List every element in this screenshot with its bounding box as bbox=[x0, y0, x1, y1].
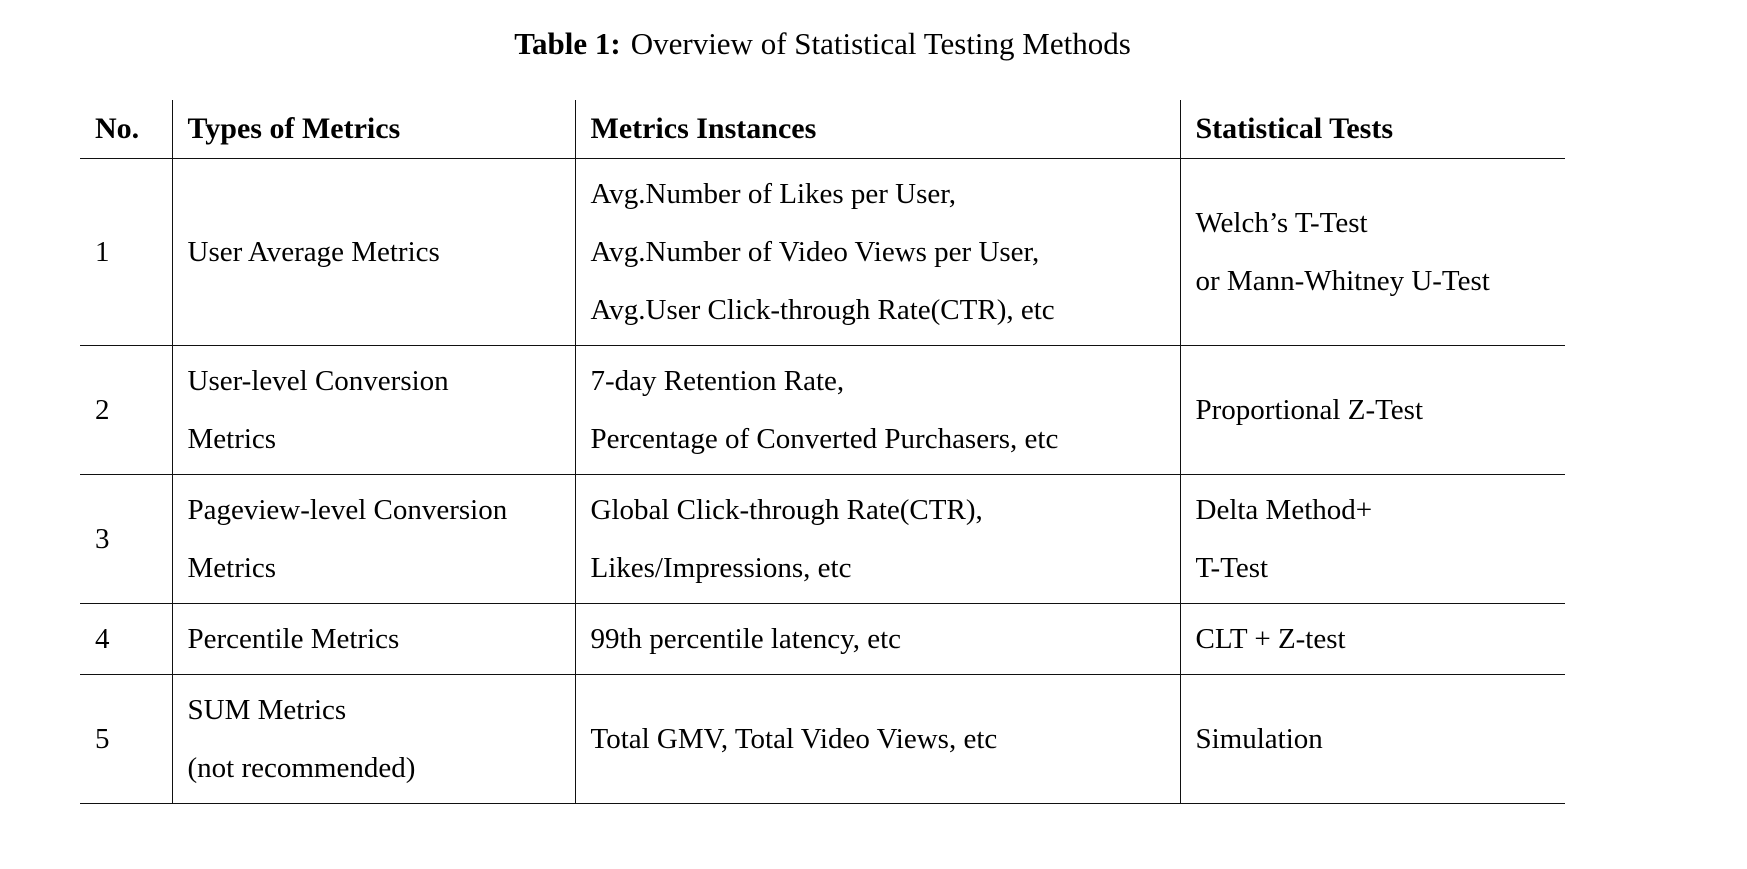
metric-type-line: Pageview-level Conversion bbox=[187, 494, 508, 526]
table-caption-label: Table 1: bbox=[514, 26, 621, 61]
metric-type-cell: User Average Metrics bbox=[171, 158, 575, 346]
metric-type-line: (not recommended) bbox=[187, 752, 416, 784]
metric-type-line: Metrics bbox=[187, 552, 277, 584]
statistical-test-line: Welch’s T-Test bbox=[1195, 207, 1368, 239]
metric-instance-line: 99th percentile latency, etc bbox=[590, 623, 902, 655]
metric-instances-cell: Global Click-through Rate(CTR), Likes/Im… bbox=[574, 474, 1180, 604]
statistical-test-line: T-Test bbox=[1195, 552, 1269, 584]
row-number: 2 bbox=[95, 394, 110, 426]
row-number-cell: 5 bbox=[80, 675, 172, 804]
metric-type-cell: SUM Metrics (not recommended) bbox=[171, 674, 575, 804]
statistical-tests-table: No. Types of Metrics Metrics Instances S… bbox=[80, 100, 1565, 804]
statistical-test-line: Proportional Z-Test bbox=[1195, 394, 1424, 426]
table-caption-text: Overview of Statistical Testing Methods bbox=[630, 26, 1131, 61]
metric-type-line: Percentile Metrics bbox=[187, 623, 400, 655]
statistical-test-line: Simulation bbox=[1195, 723, 1323, 755]
statistical-test-cell: Proportional Z-Test bbox=[1179, 345, 1565, 475]
metric-instances-cell: 99th percentile latency, etc bbox=[574, 603, 1180, 675]
row-number: 4 bbox=[95, 623, 110, 655]
table-caption: Table 1: Overview of Statistical Testing … bbox=[80, 26, 1565, 62]
metric-instance-line: Avg.Number of Video Views per User, bbox=[590, 236, 1040, 268]
metric-instances-cell: Total GMV, Total Video Views, etc bbox=[574, 674, 1180, 804]
metric-type-line: SUM Metrics bbox=[187, 694, 347, 726]
row-number-cell: 3 bbox=[80, 475, 172, 604]
metric-instances-cell: 7-day Retention Rate, Percentage of Conv… bbox=[574, 345, 1180, 475]
metric-instance-line: Avg.User Click-through Rate(CTR), etc bbox=[590, 294, 1055, 326]
header-statistical-tests: Statistical Tests bbox=[1179, 100, 1565, 159]
metric-instance-line: Percentage of Converted Purchasers, etc bbox=[590, 423, 1059, 455]
statistical-test-cell: Delta Method+ T-Test bbox=[1179, 474, 1565, 604]
row-number: 3 bbox=[95, 523, 110, 555]
metric-type-cell: User-level Conversion Metrics bbox=[171, 345, 575, 475]
metric-type-line: Metrics bbox=[187, 423, 277, 455]
header-types-of-metrics: Types of Metrics bbox=[171, 100, 575, 159]
table-header-row: No. Types of Metrics Metrics Instances S… bbox=[80, 100, 1565, 159]
table-row: 5 SUM Metrics (not recommended) Total GM… bbox=[80, 674, 1565, 804]
statistical-test-cell: CLT + Z-test bbox=[1179, 603, 1565, 675]
metric-type-line: User-level Conversion bbox=[187, 365, 449, 397]
header-metrics-instances: Metrics Instances bbox=[574, 100, 1180, 159]
row-number: 5 bbox=[95, 723, 110, 755]
metric-type-line: User Average Metrics bbox=[187, 236, 440, 268]
row-number-cell: 2 bbox=[80, 346, 172, 475]
metric-instance-line: Global Click-through Rate(CTR), bbox=[590, 494, 983, 526]
table-row: 2 User-level Conversion Metrics 7-day Re… bbox=[80, 345, 1565, 475]
document-page: Table 1: Overview of Statistical Testing … bbox=[0, 26, 1747, 869]
row-number-cell: 4 bbox=[80, 604, 172, 675]
row-number: 1 bbox=[95, 236, 110, 268]
row-number-cell: 1 bbox=[80, 159, 172, 346]
table-row: 4 Percentile Metrics 99th percentile lat… bbox=[80, 603, 1565, 675]
metric-instances-cell: Avg.Number of Likes per User, Avg.Number… bbox=[574, 158, 1180, 346]
metric-instance-line: Avg.Number of Likes per User, bbox=[590, 178, 957, 210]
statistical-test-line: Delta Method+ bbox=[1195, 494, 1373, 526]
statistical-test-cell: Welch’s T-Test or Mann-Whitney U-Test bbox=[1179, 158, 1565, 346]
metric-instance-line: 7-day Retention Rate, bbox=[590, 365, 845, 397]
metric-type-cell: Percentile Metrics bbox=[171, 603, 575, 675]
statistical-test-cell: Simulation bbox=[1179, 674, 1565, 804]
table-row: 1 User Average Metrics Avg.Number of Lik… bbox=[80, 158, 1565, 346]
metric-instance-line: Total GMV, Total Video Views, etc bbox=[590, 723, 998, 755]
header-no: No. bbox=[95, 112, 140, 145]
statistical-test-line: CLT + Z-test bbox=[1195, 623, 1346, 655]
metric-type-cell: Pageview-level Conversion Metrics bbox=[171, 474, 575, 604]
metric-instance-line: Likes/Impressions, etc bbox=[590, 552, 852, 584]
statistical-test-line: or Mann-Whitney U-Test bbox=[1195, 265, 1490, 297]
table-row: 3 Pageview-level Conversion Metrics Glob… bbox=[80, 474, 1565, 604]
